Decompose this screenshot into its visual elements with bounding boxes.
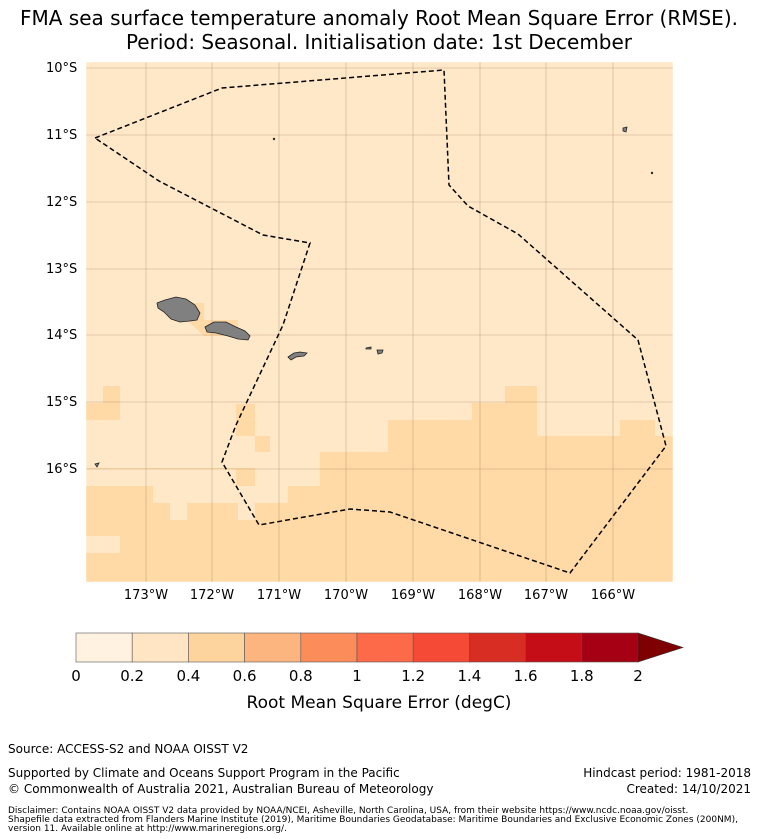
colorbar-cells (75, 632, 684, 663)
lat-label-16s: 16°S (46, 462, 78, 477)
copyright-text: © Commonwealth of Australia 2021, Austra… (8, 782, 434, 796)
lon-label-166w: 166°W (590, 588, 636, 603)
colorbar-tick-label: 0.8 (288, 667, 313, 685)
colorbar-tick-label: 1.2 (401, 667, 426, 685)
colorbar-cell (356, 632, 414, 663)
island-tau (376, 349, 384, 355)
islet-north (272, 137, 276, 141)
islet-west (94, 462, 100, 468)
lon-label-167w: 167°W (523, 588, 569, 603)
title-line-1: FMA sea surface temperature anomaly Root… (20, 6, 738, 30)
lat-label-15s: 15°S (46, 395, 78, 410)
colorbar-tick-label: 0.4 (176, 667, 201, 685)
eez-boundary (93, 69, 667, 574)
colorbar-cell (131, 632, 189, 663)
created-date: Created: 14/10/2021 (626, 782, 751, 796)
islet-far-east (650, 171, 654, 175)
islet-east (622, 126, 628, 133)
colorbar (75, 632, 684, 663)
colorbar-cell (525, 632, 583, 663)
lon-label-168w: 168°W (457, 588, 503, 603)
colorbar-cell (412, 632, 470, 663)
colorbar-tick-label: 1.6 (513, 667, 538, 685)
lon-label-169w: 169°W (390, 588, 436, 603)
south-band (86, 386, 673, 582)
colorbar-cell (188, 632, 245, 663)
support-text: Supported by Climate and Oceans Support … (8, 766, 400, 780)
lat-label-14s: 14°S (46, 328, 78, 343)
lon-label-171w: 171°W (256, 588, 302, 603)
hindcast-period: Hindcast period: 1981-2018 (583, 766, 751, 780)
colorbar-tick-label: 0.2 (120, 667, 145, 685)
land (94, 126, 654, 468)
island-savaii (156, 296, 201, 323)
colorbar-tick-label: 1 (352, 667, 362, 685)
colorbar-label: Root Mean Square Error (degC) (246, 693, 512, 713)
title-line-2: Period: Seasonal. Initialisation date: 1… (125, 30, 633, 54)
colorbar-tick-label: 1.4 (457, 667, 482, 685)
lon-label-173w: 173°W (123, 588, 169, 603)
disclaimer-line-1: Disclaimer: Contains NOAA OISST V2 data … (8, 806, 689, 816)
colorbar-tick-label: 0 (71, 667, 81, 685)
map-frame (85, 61, 674, 583)
colorbar-tick-label: 2 (633, 667, 643, 685)
lat-label-10s: 10°S (46, 61, 78, 76)
lon-label-172w: 172°W (189, 588, 235, 603)
disclaimer-line-2: Shapefile data extracted from Flanders M… (8, 815, 738, 825)
island-tutuila (287, 351, 308, 361)
colorbar-cell (300, 632, 358, 663)
lat-label-13s: 13°S (46, 262, 78, 277)
island-upolu (204, 321, 251, 341)
graticule (86, 62, 673, 582)
colorbar-cell (469, 632, 526, 663)
colorbar-tick-label: 0.6 (232, 667, 257, 685)
west-patch (86, 386, 120, 420)
lon-label-170w: 170°W (323, 588, 369, 603)
lat-label-11s: 11°S (46, 128, 78, 143)
colorbar-cell (75, 632, 133, 663)
pocket-3 (86, 536, 120, 553)
island-ofu (365, 346, 372, 350)
colorbar-cell (581, 632, 639, 663)
disclaimer-line-3: version 11. Available online at http://w… (8, 824, 287, 834)
pocket-2 (86, 469, 320, 520)
colorbar-tick-label: 1.8 (569, 667, 594, 685)
colorbar-cell (244, 632, 302, 663)
rmse-class-0-2-0-4-pockets (86, 469, 320, 553)
colorbar-extend-arrow (637, 632, 684, 663)
source-text: Source: ACCESS-S2 and NOAA OISST V2 (8, 742, 249, 756)
lat-label-12s: 12°S (46, 195, 78, 210)
map-panel (85, 61, 674, 583)
